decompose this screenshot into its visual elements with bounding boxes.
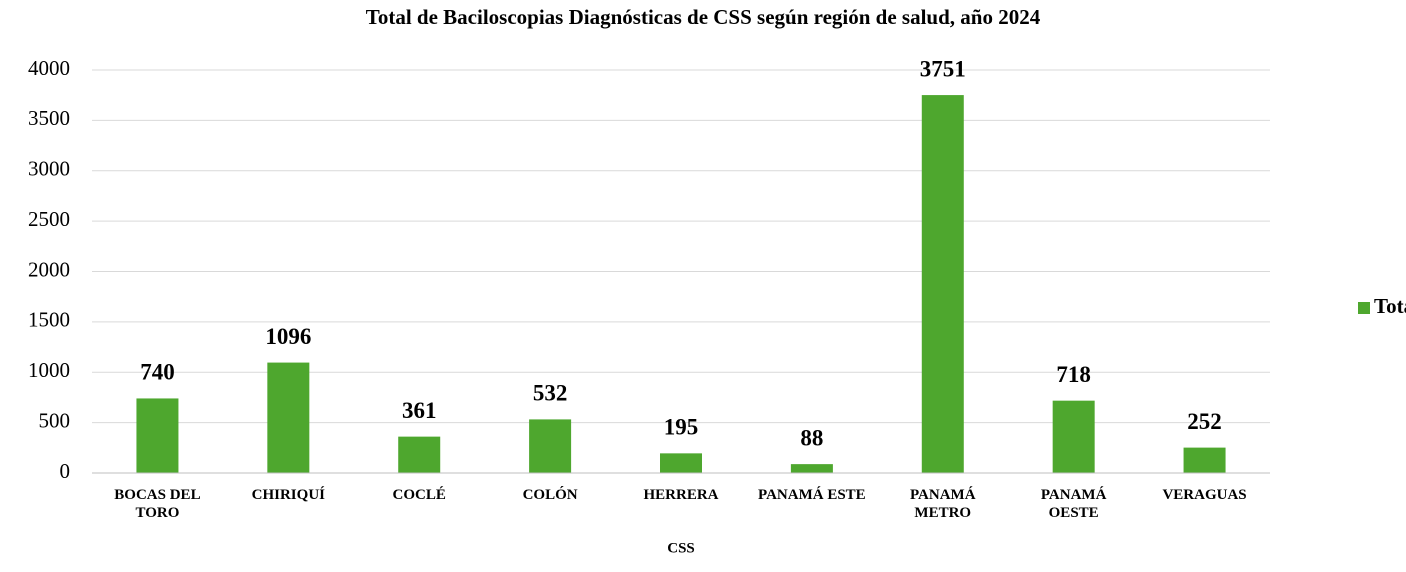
x-tick-label: PANAMÁ METRO	[909, 487, 976, 521]
legend-swatch	[1358, 302, 1370, 314]
data-label: 361	[402, 398, 437, 423]
y-tick-label: 3000	[28, 157, 70, 181]
data-label: 1096	[265, 324, 311, 349]
y-tick-label: 3500	[28, 106, 70, 130]
bar	[660, 453, 702, 473]
bar	[1052, 400, 1095, 473]
bar	[921, 95, 964, 474]
bar	[398, 436, 441, 473]
bar	[1183, 447, 1226, 473]
data-label: 718	[1056, 362, 1091, 387]
y-tick-label: 4000	[28, 56, 70, 80]
x-tick-label: HERRERA	[643, 487, 719, 503]
bar	[790, 464, 833, 473]
bar	[529, 419, 572, 473]
x-tick-label: VERAGUAS	[1162, 487, 1247, 503]
legend-label: Total	[1374, 294, 1406, 318]
bar	[136, 398, 179, 473]
data-label: 3751	[920, 56, 966, 81]
data-label: 195	[664, 415, 699, 440]
data-label: 88	[800, 425, 823, 450]
y-tick-label: 0	[60, 459, 71, 483]
data-label: 252	[1187, 409, 1222, 434]
x-axis-title: CSS	[667, 540, 695, 556]
x-tick-label: COCLÉ	[392, 487, 446, 503]
data-label: 532	[533, 381, 568, 406]
x-tick-label: COLÓN	[522, 487, 578, 503]
data-label: 740	[140, 360, 175, 385]
x-tick-label: CHIRIQUÍ	[251, 487, 325, 503]
bar	[267, 362, 310, 473]
y-tick-label: 1500	[28, 308, 70, 332]
x-tick-label: PANAMÁ OESTE	[1040, 487, 1107, 521]
x-tick-label: PANAMÁ ESTE	[758, 487, 866, 503]
chart-title: Total de Baciloscopias Diagnósticas de C…	[366, 5, 1041, 29]
y-tick-label: 2500	[28, 207, 70, 231]
y-tick-label: 2000	[28, 257, 70, 281]
y-tick-label: 500	[39, 408, 71, 432]
y-tick-label: 1000	[28, 358, 70, 382]
x-tick-label: BOCAS DEL TORO	[114, 487, 201, 521]
